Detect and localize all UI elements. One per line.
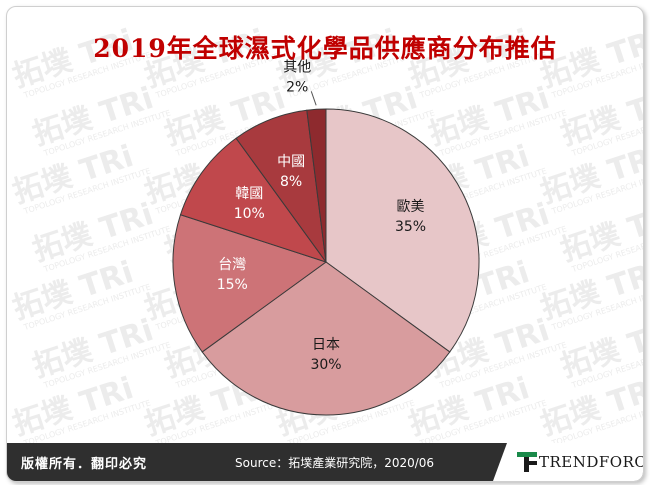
pie-slice [306, 108, 327, 263]
slice-value-label: 8% [280, 174, 302, 190]
leader-line [310, 91, 317, 106]
chart-title: 2019年全球濕式化學品供應商分布推估 [93, 34, 557, 63]
slice-label: 中國 [277, 154, 305, 170]
slice-label: 台灣 [218, 257, 246, 273]
slice-label: 日本 [312, 337, 340, 353]
slice-value-label: 15% [217, 277, 248, 293]
slice-label: 其他 [283, 59, 311, 75]
trendforce-logo-text: TRENDFORCE [539, 453, 643, 471]
pie-slice [172, 214, 328, 353]
slice-value-label: 10% [234, 206, 265, 222]
pie-slice [179, 137, 328, 263]
pie-slice [201, 261, 451, 416]
slice-value-label: 2% [286, 79, 308, 95]
source-text: Source：拓墣產業研究院，2020/06 [235, 456, 435, 470]
pie-chart: 歐美 35% 日本 30% 台灣 15% 韓國 10% 中國 8% 其他 2% [172, 59, 480, 416]
trendforce-logo-icon [517, 452, 537, 472]
trendforce-logo: TRENDFORCE [493, 443, 643, 481]
slice-value-label: 30% [310, 357, 341, 373]
slice-label: 歐美 [397, 199, 425, 215]
pie-slice [325, 108, 480, 353]
slice-label: 韓國 [235, 186, 263, 202]
slice-value-label: 35% [395, 219, 426, 235]
copyright-text: 版權所有．翻印必究 [21, 457, 148, 472]
footer-bar: 版權所有．翻印必究 Source：拓墣產業研究院，2020/06 TRENDFO… [7, 443, 643, 481]
chart-frame: 拓墣 TRi TOPOLOGY RESEARCH INSTITUTE 拓墣 TRi T… [6, 6, 644, 482]
